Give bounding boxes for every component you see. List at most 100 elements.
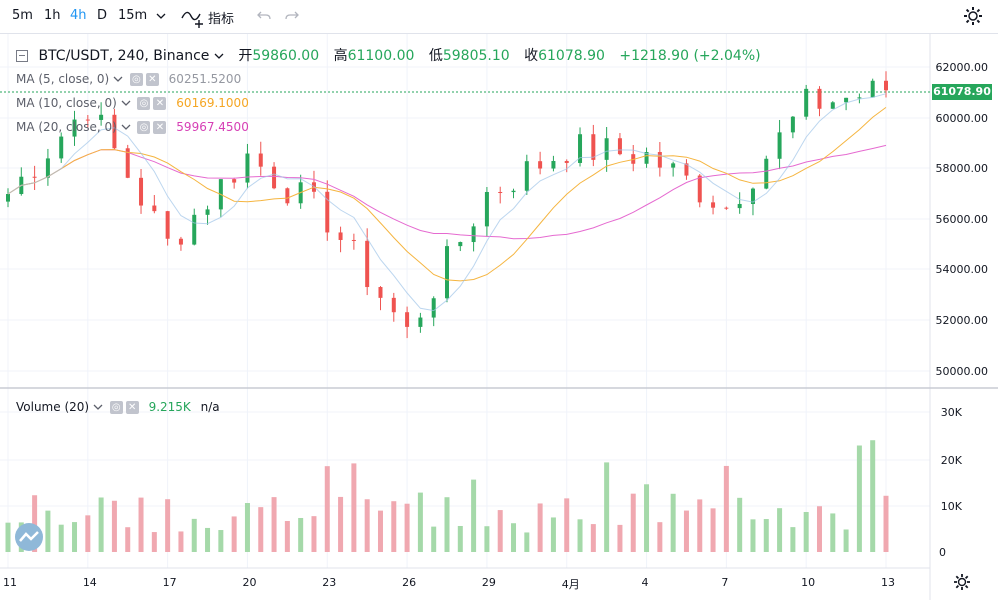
- volume-bar: [391, 501, 397, 552]
- candle: [192, 214, 197, 245]
- candle: [112, 114, 117, 149]
- candle: [272, 166, 277, 189]
- last-price-badge: 61078.90: [932, 84, 992, 100]
- collapse-icon[interactable]: [16, 50, 28, 62]
- candle: [844, 97, 849, 103]
- indicators-button[interactable]: 指标: [208, 12, 235, 27]
- settings-icon[interactable]: [952, 572, 972, 592]
- timeframe-5m[interactable]: 5m: [12, 8, 33, 23]
- time-tick: 7: [721, 576, 729, 589]
- volume-bar: [484, 526, 490, 552]
- volume-bar: [244, 503, 250, 552]
- candle: [325, 191, 330, 233]
- volume-bar: [165, 499, 171, 552]
- candle: [178, 238, 183, 245]
- volume-bar: [457, 525, 463, 552]
- candle: [697, 175, 702, 203]
- candle: [165, 211, 170, 239]
- volume-bar: [271, 497, 277, 552]
- volume-bar: [870, 440, 876, 552]
- candle: [538, 161, 543, 169]
- time-tick: 26: [402, 576, 417, 589]
- volume-bar: [497, 510, 503, 552]
- visibility-icon[interactable]: ◎: [109, 401, 123, 414]
- volume-bar: [803, 511, 809, 552]
- redo-icon[interactable]: [284, 9, 300, 23]
- chevron-down-icon[interactable]: [93, 403, 103, 411]
- volume-bar: [125, 527, 131, 552]
- candle: [232, 179, 237, 183]
- candlesticks: [6, 71, 888, 339]
- volume-bar: [111, 500, 117, 552]
- volume-bar: [683, 510, 689, 552]
- close-icon[interactable]: ✕: [153, 97, 167, 110]
- volume-bar: [178, 531, 184, 552]
- tradingview-logo-icon[interactable]: [14, 522, 44, 552]
- candle: [551, 160, 556, 169]
- candle: [564, 160, 569, 163]
- candle: [418, 317, 423, 327]
- candle: [484, 191, 489, 227]
- candle: [152, 205, 157, 212]
- ma20-value: 59967.4500: [176, 120, 249, 134]
- close-icon[interactable]: ✕: [153, 121, 167, 134]
- close-icon[interactable]: ✕: [145, 73, 159, 86]
- candle: [378, 287, 383, 298]
- volume-bar: [670, 493, 676, 552]
- volume-bar: [710, 508, 716, 552]
- volume-bar: [284, 521, 290, 552]
- time-tick: 17: [162, 576, 177, 589]
- ma5-legend[interactable]: MA (5, close, 0) ◎ ✕ 60251.5200: [16, 70, 241, 88]
- price-tick: 52000.00: [935, 314, 989, 327]
- time-tick: 29: [481, 576, 496, 589]
- candle: [684, 163, 689, 176]
- visibility-icon[interactable]: ◎: [129, 73, 143, 86]
- candle: [365, 240, 370, 288]
- volume-bar: [657, 522, 663, 552]
- settings-icon[interactable]: [962, 5, 984, 27]
- ma5-value: 60251.5200: [168, 72, 242, 86]
- candle: [32, 176, 37, 178]
- high-label: 高: [333, 48, 348, 64]
- candle: [125, 148, 130, 178]
- volume-bar: [231, 516, 237, 552]
- volume-bar: [511, 523, 517, 552]
- chevron-down-icon[interactable]: [155, 11, 167, 21]
- timeframe-d[interactable]: D: [97, 8, 108, 23]
- undo-icon[interactable]: [256, 9, 272, 23]
- chevron-down-icon[interactable]: [214, 52, 224, 60]
- open-value: 59860.00: [252, 48, 320, 64]
- visibility-icon[interactable]: ◎: [137, 121, 151, 134]
- volume-bar: [364, 499, 370, 552]
- timeframe-4h[interactable]: 4h: [70, 8, 87, 23]
- timeframe-1h[interactable]: 1h: [44, 8, 61, 23]
- ma10-label: MA (10, close, 0): [16, 96, 117, 110]
- chevron-down-icon[interactable]: [121, 123, 131, 131]
- ma10-legend[interactable]: MA (10, close, 0) ◎ ✕ 60169.1000: [16, 94, 249, 112]
- chevron-down-icon[interactable]: [113, 75, 123, 83]
- ma20-legend[interactable]: MA (20, close, 0) ◎ ✕ 59967.4500: [16, 118, 249, 136]
- volume-bar: [218, 530, 224, 552]
- chevron-down-icon[interactable]: [121, 99, 131, 107]
- symbol-legend: BTC/USDT, 240, Binance 开59860.00 高61100.…: [16, 45, 761, 65]
- top-toolbar: 5m 1h 4h D 15m 指标: [0, 0, 998, 34]
- indicators-icon[interactable]: [180, 6, 206, 28]
- low-value: 59805.10: [442, 48, 510, 64]
- timeframe-15m[interactable]: 15m: [118, 8, 148, 23]
- ma10-line: [7, 106, 887, 282]
- high-value: 61100.00: [347, 48, 415, 64]
- candle: [777, 132, 782, 159]
- visibility-icon[interactable]: ◎: [137, 97, 151, 110]
- volume-label: Volume (20): [16, 400, 90, 414]
- candle: [338, 232, 343, 240]
- volume-legend[interactable]: Volume (20) ◎ ✕ 9.215K n/a: [16, 398, 220, 416]
- change-value: +1218.90 (+2.04%): [619, 48, 761, 64]
- candle: [245, 153, 250, 183]
- volume-bar: [550, 517, 556, 552]
- volume-bar: [311, 516, 317, 552]
- candle: [617, 138, 622, 155]
- volume-bar: [564, 498, 570, 552]
- symbol-label[interactable]: BTC/USDT, 240, Binance: [38, 48, 210, 64]
- close-icon[interactable]: ✕: [125, 401, 139, 414]
